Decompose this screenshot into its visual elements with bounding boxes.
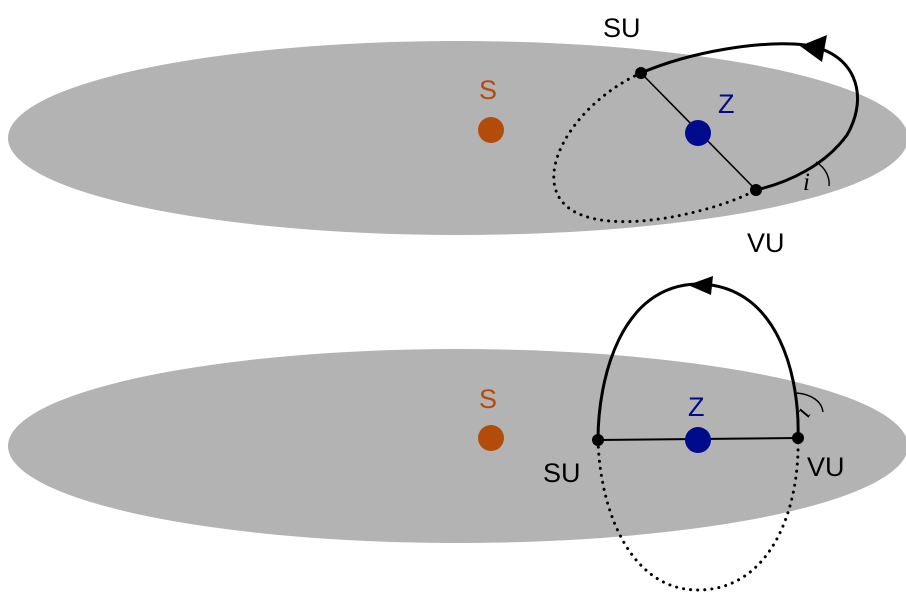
earth-dot: [685, 120, 711, 146]
descending-node-dot: [635, 67, 647, 79]
inclination-label: i: [803, 169, 810, 196]
ascending-node-dot: [792, 432, 804, 444]
sun-dot: [478, 425, 504, 451]
inclination-angle-arc: [815, 161, 830, 187]
bottom-panel: S Z SU VU i: [8, 276, 906, 592]
sun-dot: [478, 117, 504, 143]
inclination-angle-arc: [795, 392, 824, 413]
orbit-below-plane: [596, 436, 800, 592]
earth-label: Z: [718, 89, 735, 119]
top-panel: S Z SU VU i: [8, 13, 906, 258]
ascending-node-label: VU: [807, 452, 845, 482]
descending-node-label: SU: [603, 13, 641, 43]
orbit-above-plane: [640, 42, 859, 192]
ascending-node-label: VU: [747, 228, 785, 258]
earth-label: Z: [688, 392, 705, 422]
earth-dot: [685, 427, 711, 453]
orbit-below-plane: [552, 71, 758, 224]
ecliptic-plane: [8, 41, 906, 235]
ascending-node-dot: [750, 184, 762, 196]
sun-label: S: [479, 384, 497, 414]
descending-node-label: SU: [543, 458, 581, 488]
orbit-direction-arrow: [800, 35, 827, 62]
orbit-direction-arrow: [688, 276, 713, 295]
descending-node-dot: [592, 434, 604, 446]
sun-label: S: [479, 75, 497, 105]
ecliptic-plane: [8, 349, 906, 543]
